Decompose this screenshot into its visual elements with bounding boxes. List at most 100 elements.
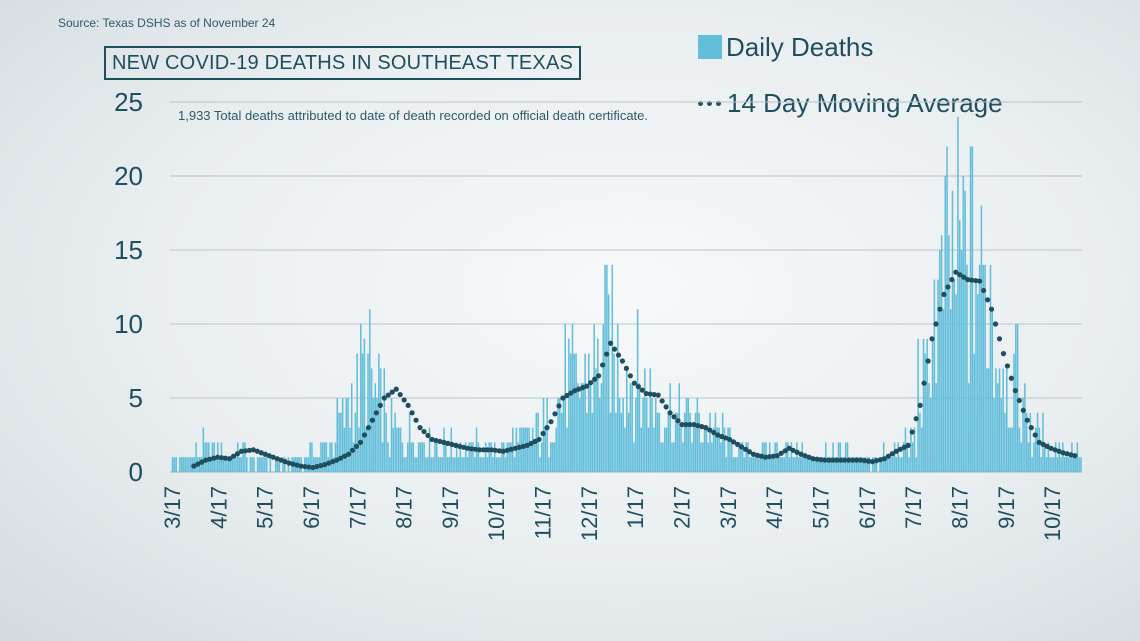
daily-deaths-bar [497,457,500,472]
daily-deaths-bar [423,442,425,472]
moving-average-point [981,287,987,294]
moving-average-point [770,453,776,459]
daily-deaths-bar [452,457,454,472]
daily-deaths-bar [1047,442,1050,472]
bar-swatch [698,35,722,59]
daily-deaths-bar [922,338,925,472]
moving-average-point [496,448,503,454]
daily-deaths-bar [582,383,585,472]
daily-deaths-bar [340,412,342,472]
moving-average-point [917,402,923,408]
moving-average-point [580,385,586,391]
daily-deaths-bar [229,457,232,472]
daily-deaths-bar [930,398,932,472]
moving-average-point [600,362,606,368]
daily-deaths-bar [978,264,981,472]
daily-deaths-bar [958,220,961,472]
daily-deaths-bar [653,427,655,472]
daily-deaths-bar [680,427,682,472]
daily-deaths-bar [510,442,512,472]
daily-deaths-bar [202,427,205,472]
daily-deaths-bar [361,353,364,472]
daily-deaths-bar [933,279,936,472]
daily-deaths-bar [560,412,563,472]
daily-deaths-bar [703,427,706,472]
moving-average-point [1008,375,1015,381]
moving-average-point [544,425,550,431]
daily-deaths-bar [379,368,382,472]
daily-deaths-bar [991,309,994,472]
x-tick-label: 7/17 [901,486,926,529]
moving-average-point [703,425,709,431]
moving-average-point [1052,447,1058,453]
daily-deaths-bar [258,457,261,472]
daily-deaths-bar [767,457,769,472]
daily-deaths-bar [803,457,805,472]
daily-deaths-bar [664,427,666,472]
daily-deaths-bar [908,457,910,472]
daily-deaths-bar [322,442,324,472]
moving-average-point [921,380,927,386]
daily-deaths-bar [323,442,326,472]
daily-deaths-bar [1009,427,1012,472]
moving-average-point [405,402,411,408]
moving-average-point [465,445,471,451]
daily-deaths-bar [251,457,253,472]
moving-average-point [738,444,745,450]
daily-deaths-bar [1034,427,1037,472]
daily-deaths-bar [1007,427,1010,472]
moving-average-point [750,451,757,457]
daily-deaths-bar [859,457,861,472]
daily-deaths-bar [1024,383,1026,472]
daily-deaths-bar [799,457,802,472]
daily-deaths-bar [537,412,539,472]
moving-average-point [433,437,439,444]
daily-deaths-bar [394,412,396,472]
daily-deaths-bar [980,205,983,472]
daily-deaths-bar [662,442,664,472]
moving-average-point [572,388,578,394]
daily-deaths-bar [264,457,266,472]
daily-deaths-bar [566,427,568,472]
moving-average-point [445,440,451,446]
moving-average-point [790,447,796,453]
daily-deaths-bar [810,457,813,472]
daily-deaths-bar [712,427,715,472]
daily-deaths-bar [347,398,349,472]
moving-average-point [437,438,443,445]
moving-average-point [322,462,328,468]
daily-deaths-bar [622,398,624,472]
daily-deaths-bar [249,457,252,472]
daily-deaths-bar [953,279,956,472]
daily-deaths-bar [448,457,451,472]
daily-deaths-bar [334,442,337,472]
daily-deaths-bar [461,457,463,472]
daily-deaths-bar [195,442,197,472]
daily-deaths-bar [1020,442,1023,472]
daily-deaths-bar [825,442,827,472]
daily-deaths-bar [188,457,190,472]
moving-average-point [647,391,653,397]
daily-deaths-bar [490,442,492,472]
moving-average-point [516,444,522,450]
daily-deaths-bar [977,294,979,472]
daily-deaths-bar [881,457,883,472]
daily-deaths-bar [698,412,700,472]
daily-deaths-bar [470,442,472,472]
daily-deaths-bar [265,457,268,472]
daily-deaths-bar [227,457,230,472]
daily-deaths-bar [356,353,358,472]
moving-average-point [393,386,399,392]
daily-deaths-bar [186,457,188,472]
daily-deaths-bar [180,457,183,472]
daily-deaths-bar [814,457,816,472]
daily-deaths-bar [1067,457,1070,472]
moving-average-point [730,439,737,445]
moving-average-point [842,457,848,463]
moving-average-point [377,402,383,408]
moving-average-point [1028,425,1034,431]
daily-deaths-bar [235,457,237,472]
x-tick-label: 2/17 [670,486,695,529]
daily-deaths-bar [823,457,825,472]
moving-average-point [814,456,820,462]
